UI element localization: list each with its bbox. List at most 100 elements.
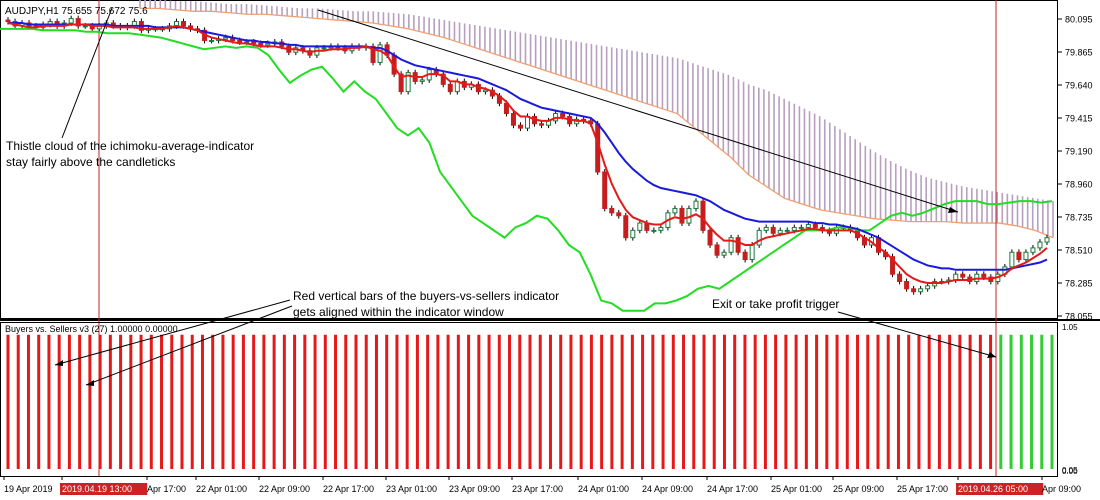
candle-body: [623, 215, 629, 239]
candle-body: [693, 200, 699, 209]
candle: [377, 41, 383, 66]
candle: [637, 220, 643, 234]
candle-body: [517, 124, 523, 129]
candle-body: [75, 18, 81, 27]
candle-body: [770, 226, 776, 234]
candle-body: [791, 226, 797, 231]
annotation-text: Exit or take profit trigger: [712, 297, 839, 311]
candle-body: [630, 229, 636, 239]
price-tick-label: 78.960: [1065, 180, 1093, 190]
price-tick-label: 79.640: [1065, 81, 1093, 91]
time-tick-label: 24 Apr 17:00: [707, 484, 758, 494]
candle-body: [749, 244, 755, 261]
candle-body: [707, 229, 713, 246]
axes: 80.095 79.865 79.640 79.415 79.190 78.960 78.7…: [3, 15, 1093, 495]
candle: [925, 282, 931, 292]
candle-body: [82, 25, 88, 28]
candle-body: [728, 237, 734, 253]
candle-body: [525, 115, 530, 129]
candle-body: [321, 47, 327, 50]
annotation-arrow: [54, 299, 291, 366]
candle: [623, 212, 629, 241]
candle: [609, 205, 615, 216]
candle-body: [560, 113, 566, 117]
candle-body: [419, 79, 425, 82]
candle: [960, 271, 966, 281]
time-tick-label: 25 Apr 01:00: [771, 484, 822, 494]
candle: [405, 69, 411, 95]
candle: [721, 249, 727, 259]
symbol-label: AUDJPY,H1 75.655 75.672 75.6: [5, 6, 148, 17]
annotations: Thistle cloud of the ichimoku-average-in…: [6, 7, 997, 386]
candle-body: [405, 72, 411, 93]
candle-body: [672, 207, 678, 214]
candle: [658, 224, 664, 234]
candle-body: [377, 44, 383, 63]
candle: [728, 234, 734, 256]
candle: [714, 242, 720, 259]
indicator-panel: [0, 322, 1058, 477]
candle: [539, 120, 545, 129]
price-tick-label: 78.285: [1065, 279, 1093, 289]
candle-body: [181, 21, 187, 27]
candle-body: [510, 113, 516, 126]
candle: [700, 198, 706, 234]
candle-body: [756, 229, 762, 246]
candle: [763, 224, 769, 234]
candle: [398, 71, 404, 95]
candle: [897, 271, 903, 285]
annotation-arrowhead: [86, 380, 94, 386]
candle: [651, 227, 657, 234]
time-highlight-box: [60, 483, 148, 495]
time-tick-label: 24 Apr 09:00: [642, 484, 693, 494]
candle: [517, 122, 523, 132]
candle-body: [539, 123, 545, 126]
annotation-text: stay fairly above the candleticks: [6, 155, 175, 169]
time-tick-label: 23 Apr 09:00: [449, 484, 500, 494]
candle-body: [370, 45, 376, 63]
candle: [630, 227, 636, 241]
red-moving-average-line: [7, 22, 1048, 284]
annotation-arrowhead: [987, 352, 996, 358]
candle: [419, 77, 425, 85]
candle-body: [981, 273, 987, 278]
annotation-arrow: [61, 7, 113, 139]
candle: [890, 253, 896, 278]
cloud-lower-edge-line: [140, 7, 1054, 239]
annotation-arrowhead: [55, 360, 63, 366]
candle: [1016, 249, 1022, 263]
time-tick-label: 22 Apr 09:00: [259, 484, 310, 494]
annotation-arrow: [317, 9, 959, 213]
candle-body: [960, 273, 966, 278]
time-tick-label: 2019.04.26 05:00: [958, 484, 1028, 494]
candle: [679, 205, 685, 226]
time-tick-label: 25 Apr 17:00: [897, 484, 948, 494]
candle-body: [911, 288, 917, 293]
candle-body: [876, 237, 882, 253]
candle-body: [714, 244, 720, 256]
time-tick-label: 22 Apr 01:00: [196, 484, 247, 494]
indicator-tick-label: 0.05: [1062, 466, 1078, 475]
candle: [1023, 249, 1029, 263]
annotation-text: Red vertical bars of the buyers-vs-selle…: [293, 289, 559, 303]
time-tick-label: 23 Apr 17:00: [512, 484, 563, 494]
candle-body: [1044, 237, 1050, 243]
candle-body: [777, 229, 783, 234]
candle-body: [651, 229, 657, 232]
candle-body: [925, 285, 931, 290]
time-tick-label: Apr 09:00: [1042, 484, 1081, 494]
time-tick-label: 25 Apr 09:00: [833, 484, 884, 494]
candle-body: [784, 229, 790, 232]
candle-body: [763, 226, 769, 231]
candle-body: [398, 73, 404, 93]
candle: [707, 227, 713, 248]
candle: [75, 15, 81, 29]
candle: [616, 209, 622, 219]
price-tick-label: 79.865: [1065, 48, 1093, 58]
candle: [693, 198, 699, 212]
candle-body: [1023, 251, 1029, 261]
annotation-arrow: [837, 311, 997, 358]
candle-body: [1030, 247, 1036, 253]
candle-body: [5, 19, 11, 23]
time-tick-label: 24 Apr 01:00: [578, 484, 629, 494]
